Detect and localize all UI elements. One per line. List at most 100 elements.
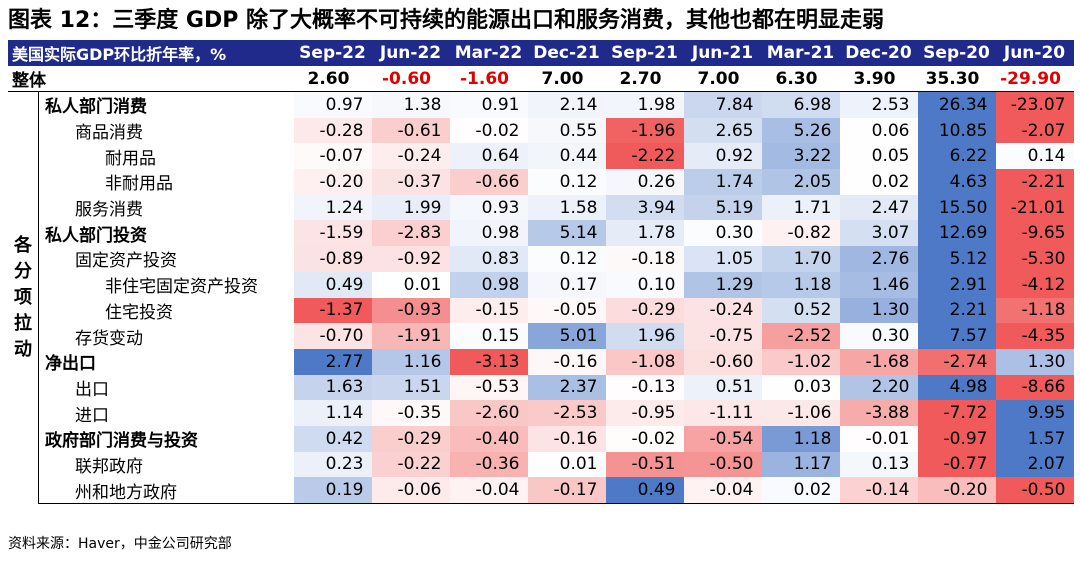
heatmap-cell: 3.07 [839,220,918,247]
row-label: 政府部门消费与投资 [45,431,198,452]
column-header: Mar-21 [761,40,840,66]
heatmap-cell: 1.63 [293,374,372,401]
row-label: 州和地方政府 [38,477,294,505]
heatmap-cell: 0.03 [761,374,840,401]
heatmap-cell: 10.85 [917,117,996,144]
heatmap-cell: -0.07 [293,143,372,170]
heatmap-cell: -8.66 [995,374,1074,401]
heatmap-cell: -1.08 [605,348,684,375]
heatmap-cell: 0.30 [683,220,762,247]
heatmap-cell: -0.24 [683,297,762,324]
heatmap-cell: -0.40 [449,425,528,452]
heatmap-cell: 0.92 [683,143,762,170]
table-row: 联邦政府 0.23 -0.22 -0.36 0.01 -0.51 -0.50 1.17 0.13… [8,451,1074,478]
heatmap-cell: 1.24 [293,194,372,221]
table-row: 政府部门消费与投资 0.42 -0.29 -0.40 -0.16 -0.02 -0.54 1.… [8,425,1074,452]
heatmap-cell: 0.64 [449,143,528,170]
heatmap-cell: -0.92 [371,246,450,272]
heatmap-cell: 5.14 [527,220,606,247]
heatmap-cell: 1.29 [683,271,762,298]
heatmap-cell: 0.02 [761,477,840,505]
column-header: Mar-22 [449,40,528,66]
total-row: 整体 2.60 -0.60 -1.60 7.00 2.70 7.00 6.30 3.90 35.3… [8,66,1074,92]
heatmap-cell: -0.37 [371,169,450,195]
heatmap-cell: 1.30 [839,297,918,324]
heatmap-cell: 1.38 [371,91,450,118]
heatmap-cell: -0.24 [371,143,450,170]
heatmap-cell: -4.35 [995,323,1074,349]
heatmap-cell: -1.11 [683,400,762,426]
heatmap-cell: 5.01 [527,323,606,349]
heatmap-cell: -3.13 [449,348,528,375]
heatmap-cell: 2.77 [293,348,372,375]
heatmap-cell: -0.16 [527,348,606,375]
column-header: Jun-22 [371,40,450,66]
heatmap-cell: -2.60 [449,400,528,426]
heatmap-cell: -23.07 [995,91,1074,118]
heatmap-cell: 1.17 [761,451,840,478]
heatmap-cell: -0.51 [605,451,684,478]
heatmap-cell: 0.01 [371,271,450,298]
heatmap-cell: -0.20 [917,477,996,505]
row-label: 耐用品 [105,148,156,169]
heatmap-cell: -0.82 [761,220,840,247]
heatmap-cell: -2.22 [605,143,684,170]
heatmap-cell: 1.78 [605,220,684,247]
column-header: Sep-20 [917,40,996,66]
total-value: 2.60 [293,66,372,92]
side-label-text: 各分项拉动 [14,234,32,360]
total-value: 35.30 [917,66,996,92]
heatmap-cell: 26.34 [917,91,996,118]
table-row: 州和地方政府 0.19 -0.06 -0.04 -0.17 0.49 -0.04 0.02 -0… [8,477,1074,505]
heatmap-cell: -0.66 [449,169,528,195]
heatmap-cell: -0.20 [293,169,372,195]
heatmap-cell: -2.83 [371,220,450,247]
row-label: 服务消费 [75,200,143,221]
heatmap-cell: 2.76 [839,246,918,272]
heatmap-cell: 1.18 [761,425,840,452]
table-row: 非耐用品 -0.20 -0.37 -0.66 0.12 0.26 1.74 2.05 0.02 4… [8,169,1074,195]
heatmap-cell: -0.06 [371,477,450,505]
source-note: 资料来源：Haver，中金公司研究部 [8,536,232,552]
heatmap-cell: 2.20 [839,374,918,401]
heatmap-cell: -9.65 [995,220,1074,247]
heatmap-cell: -0.61 [371,117,450,144]
heatmap-cell: -0.35 [371,400,450,426]
heatmap-cell: -0.50 [995,477,1074,505]
heatmap-cell: -2.52 [761,323,840,349]
heatmap-cell: 5.19 [683,194,762,221]
heatmap-cell: 2.05 [761,169,840,195]
heatmap-cell: -0.97 [917,425,996,452]
heatmap-cell: 7.84 [683,91,762,118]
heatmap-cell: 0.49 [605,477,684,505]
heatmap-cell: 0.83 [449,246,528,272]
table-row: 住宅投资 -1.37 -0.93 -0.15 -0.05 -0.29 -0.24 0.52 1.… [8,297,1074,324]
heatmap-cell: -4.12 [995,271,1074,298]
heatmap-cell: 4.98 [917,374,996,401]
heatmap-cell: -0.54 [683,425,762,452]
heatmap-cell: 0.13 [839,451,918,478]
heatmap-cell: -1.06 [761,400,840,426]
total-value: 2.70 [605,66,684,92]
heatmap-cell: -0.75 [683,323,762,349]
heatmap-cell: 2.47 [839,194,918,221]
table-row: 各分项拉动 私人部门消费 0.97 1.38 0.91 2.14 1.98 7.84 6.98 2… [8,91,1074,504]
heatmap-cell: -0.04 [449,477,528,505]
heatmap-cell: -0.14 [839,477,918,505]
heatmap-cell: -1.91 [371,323,450,349]
heatmap-cell: 1.99 [371,194,450,221]
heatmap-cell: 0.93 [449,194,528,221]
heatmap-cell: 1.70 [761,246,840,272]
heatmap-cell: -0.15 [449,297,528,324]
heatmap-cell: 0.98 [449,220,528,247]
heatmap-cell: -0.17 [527,477,606,505]
table-row: 净出口 2.77 1.16 -3.13 -0.16 -1.08 -0.60 -1.02 -1.6… [8,348,1074,375]
heatmap-cell: 1.58 [527,194,606,221]
heatmap-cell: -3.88 [839,400,918,426]
total-value: 7.00 [683,66,762,92]
heatmap-cell: 2.65 [683,117,762,144]
heatmap-cell: 0.97 [293,91,372,118]
heatmap-cell: 0.98 [449,271,528,298]
column-header: Sep-22 [293,40,372,66]
heatmap-cell: 1.96 [605,323,684,349]
